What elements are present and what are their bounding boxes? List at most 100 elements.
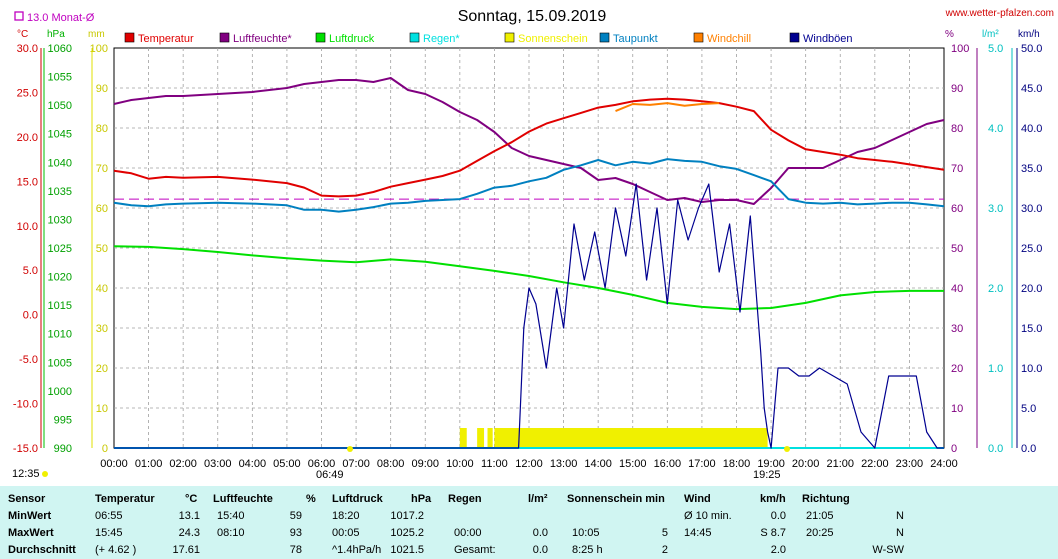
temp-tick-label: 5.0 — [23, 265, 38, 277]
mm-tick-label: 80 — [96, 123, 108, 135]
x-tick-label: 10:00 — [446, 458, 474, 470]
th-sensor: Sensor — [8, 493, 46, 505]
x-tick-label: 03:00 — [204, 458, 232, 470]
sunshine-bar — [494, 428, 768, 448]
wind-tick-label: 45.0 — [1021, 83, 1042, 95]
source-url: www.wetter-pfalzen.com — [945, 8, 1054, 19]
series-luftfeuchte-line — [113, 77, 945, 205]
unit-pressure: hPa — [47, 29, 65, 40]
legend-swatch-3 — [409, 32, 420, 43]
stat-cell: 24.3 — [178, 527, 200, 539]
temp-tick-label: -5.0 — [19, 354, 38, 366]
stat-cell: 00:00 — [454, 527, 482, 539]
mm-tick-label: 10 — [96, 403, 108, 415]
stat-cell: 21:05 — [806, 510, 834, 522]
stat-cell: 13.1 — [178, 510, 200, 522]
x-tick-label: 15:00 — [619, 458, 647, 470]
percent-tick-label: 50 — [951, 243, 963, 255]
x-tick-label: 00:00 — [100, 458, 128, 470]
th-temp: Temperatur — [95, 493, 155, 505]
time-markers: 12:35 06:49 19:25 — [12, 446, 790, 481]
percent-tick-label: 60 — [951, 203, 963, 215]
marker-temp-min: 12:35 — [12, 468, 40, 480]
x-tick-label: 17:00 — [688, 458, 716, 470]
stat-cell: W-SW — [872, 544, 904, 556]
th-press: Luftdruck — [332, 493, 383, 505]
marker-pressure-min: 06:49 — [316, 469, 344, 481]
unit-mm: mm — [88, 29, 105, 40]
percent-tick-label: 80 — [951, 123, 963, 135]
x-tick-label: 16:00 — [654, 458, 682, 470]
x-tick-label: 18:00 — [723, 458, 751, 470]
pressure-tick-label: 1040 — [48, 157, 72, 169]
mm-tick-label: 20 — [96, 363, 108, 375]
mm-tick-label: 100 — [90, 43, 108, 55]
stat-cell: 1017.2 — [390, 510, 424, 522]
legend-swatch-1 — [219, 32, 230, 43]
th-rain: Regen — [448, 493, 482, 505]
weather-chart: Sonntag, 15.09.2019 www.wetter-pfalzen.c… — [12, 8, 1054, 481]
row-label: Durchschnitt — [8, 544, 76, 556]
series-taupunkt-line — [113, 158, 945, 213]
wind-tick-label: 25.0 — [1021, 243, 1042, 255]
rain-tick-label: 3.0 — [988, 203, 1003, 215]
x-tick-label: 02:00 — [169, 458, 197, 470]
stat-cell: Ø 10 min. — [684, 510, 732, 522]
wind-tick-label: 35.0 — [1021, 163, 1042, 175]
th-hum-unit: % — [306, 493, 316, 505]
stat-cell: ^1.4hPa/h — [332, 544, 382, 556]
mm-tick-label: 30 — [96, 323, 108, 335]
rain-tick-label: 5.0 — [988, 43, 1003, 55]
unit-percent: % — [945, 29, 954, 40]
legend-swatch-5 — [599, 32, 610, 43]
th-wind-unit: km/h — [760, 493, 786, 505]
legend-swatch-4 — [504, 32, 515, 43]
pressure-tick-label: 1035 — [48, 186, 72, 198]
wind-tick-label: 0.0 — [1021, 443, 1036, 455]
pressure-tick-label: 1025 — [48, 243, 72, 255]
th-dir: Richtung — [802, 493, 850, 505]
row-label: MinWert — [8, 510, 52, 522]
x-tick-label: 20:00 — [792, 458, 820, 470]
chart-title: Sonntag, 15.09.2019 — [458, 8, 607, 25]
legend-swatch-7 — [789, 32, 800, 43]
x-tick-label: 05:00 — [273, 458, 301, 470]
th-wind: Wind — [684, 493, 711, 505]
x-tick-label: 11:00 — [481, 458, 508, 470]
x-tick-label: 22:00 — [861, 458, 889, 470]
percent-tick-label: 0 — [951, 443, 957, 455]
wind-tick-label: 20.0 — [1021, 283, 1042, 295]
wind-tick-label: 5.0 — [1021, 403, 1036, 415]
wind-tick-label: 15.0 — [1021, 323, 1042, 335]
stat-cell: 5 — [661, 527, 668, 539]
legend-label-3: Regen* — [423, 33, 460, 45]
pressure-tick-label: 1005 — [48, 357, 72, 369]
x-tick-label: 23:00 — [896, 458, 924, 470]
pressure-tick-label: 1055 — [48, 72, 72, 84]
stat-cell: 2.0 — [770, 544, 786, 556]
x-tick-label: 04:00 — [239, 458, 267, 470]
stat-cell: 78 — [289, 544, 302, 556]
stat-cell: N — [896, 510, 904, 522]
marker-dot-pressure-min — [347, 446, 353, 452]
temp-tick-label: 10.0 — [17, 221, 38, 233]
temp-tick-label: 30.0 — [17, 43, 38, 55]
wind-tick-label: 30.0 — [1021, 203, 1042, 215]
mm-tick-label: 90 — [96, 83, 108, 95]
legend-label-7: Windböen — [803, 33, 853, 45]
pressure-tick-label: 990 — [54, 443, 72, 455]
x-tick-label: 08:00 — [377, 458, 405, 470]
marker-dot-pressure-max — [784, 446, 790, 452]
monthly-avg-icon — [14, 11, 24, 21]
stat-cell: N — [896, 527, 904, 539]
axes: 00:00 01:00 02:00 03:00 04:00 05:00 06:00 07:00… — [13, 43, 1043, 470]
legend-swatch-6 — [693, 32, 704, 43]
unit-rain: l/m² — [982, 29, 999, 40]
legend-swatch-0 — [124, 32, 135, 43]
legend-label-0: Temperatur — [138, 33, 194, 45]
series-luftdruck-line — [113, 245, 944, 311]
rain-tick-label: 1.0 — [988, 363, 1003, 375]
temp-tick-label: -10.0 — [13, 399, 38, 411]
x-tick-label: 07:00 — [342, 458, 370, 470]
stat-cell: 1025.2 — [390, 527, 424, 539]
